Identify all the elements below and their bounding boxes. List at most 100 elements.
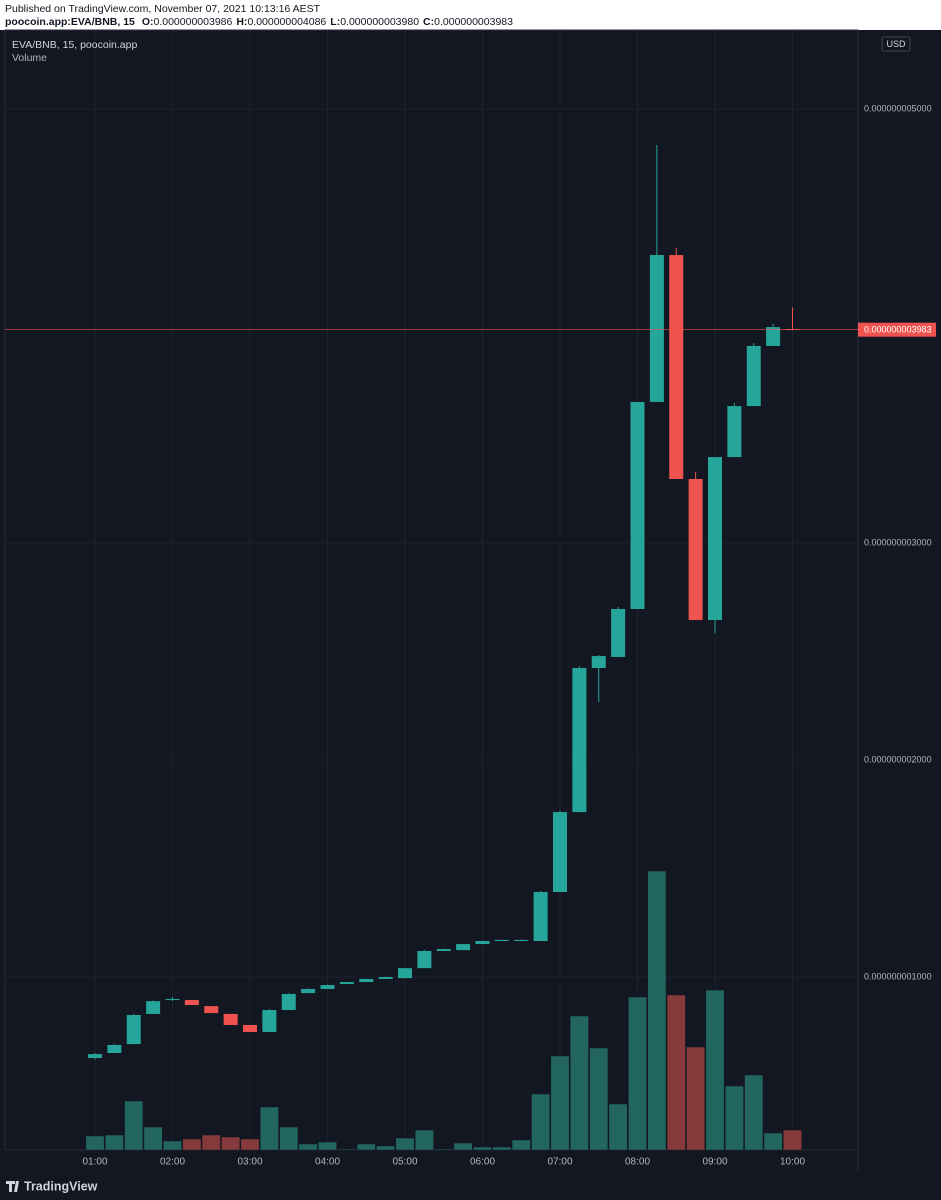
ohlc-key: H:	[236, 16, 247, 28]
x-tick-label: 10:00	[780, 1157, 805, 1168]
volume-bar	[473, 1146, 492, 1151]
x-tick-label: 08:00	[625, 1157, 650, 1168]
y-tick-label: 0.000000001000	[864, 971, 932, 981]
chart-title: EVA/BNB, 15, poocoin.app	[12, 39, 137, 51]
volume-bar	[143, 1126, 163, 1151]
candle-body	[533, 891, 548, 942]
candle-body	[417, 950, 432, 969]
volume-bar	[763, 1132, 783, 1151]
candle-body	[708, 457, 722, 621]
volume-bar	[705, 989, 725, 1151]
ohlc-key: C:	[423, 16, 434, 28]
last-price-label: 0.000000003983	[864, 325, 932, 335]
candle-body	[320, 985, 335, 989]
volume-bar	[589, 1047, 609, 1151]
candle-body	[494, 939, 509, 942]
candle-body	[630, 401, 645, 609]
candle-body	[378, 977, 393, 979]
candle-body	[649, 255, 664, 402]
volume-bar	[724, 1085, 744, 1151]
y-tick-label: 0.000000005000	[864, 103, 932, 113]
x-tick-label: 09:00	[702, 1157, 727, 1168]
volume-bar	[259, 1106, 279, 1151]
volume-bar	[511, 1139, 531, 1151]
currency-label[interactable]: USD	[886, 39, 906, 49]
volume-bar	[221, 1136, 241, 1151]
volume-bar	[104, 1134, 124, 1151]
volume-bar	[628, 996, 647, 1151]
brand: TradingView	[24, 1179, 98, 1193]
x-tick-label: 01:00	[82, 1157, 107, 1168]
candle-body	[88, 1054, 102, 1058]
candle-body	[359, 978, 374, 983]
volume-bar	[666, 994, 686, 1151]
last-price-box	[858, 322, 936, 337]
candle-body	[204, 1006, 219, 1014]
volume-bar	[240, 1138, 260, 1151]
volume-bar	[647, 870, 667, 1151]
candle-body	[688, 478, 703, 621]
ohlc-key: O:	[142, 16, 154, 28]
candle-body	[436, 949, 451, 951]
candles	[88, 145, 800, 1060]
x-tick-label: 03:00	[237, 1157, 262, 1168]
candle-body	[184, 1000, 199, 1006]
volume-pane	[85, 870, 802, 1151]
volume-bar	[85, 1135, 105, 1151]
volume-bar	[298, 1143, 318, 1151]
candle-body	[126, 1015, 141, 1045]
y-tick-label: 0.000000002000	[864, 754, 932, 764]
plot-area	[4, 29, 859, 1151]
x-tick-label: 06:00	[470, 1157, 495, 1168]
volume-bar	[201, 1134, 221, 1151]
volume-bar	[376, 1145, 396, 1151]
candle-body	[766, 327, 781, 346]
candle-body	[262, 1010, 277, 1032]
volume-bar	[395, 1137, 415, 1151]
volume-bar	[279, 1126, 299, 1151]
candle-body	[165, 998, 180, 1001]
candle-body	[223, 1013, 238, 1026]
candle-body	[572, 668, 587, 813]
x-tick-label: 04:00	[315, 1157, 340, 1168]
volume-bar	[744, 1074, 764, 1151]
candle-body	[553, 812, 567, 892]
candle-body	[669, 255, 684, 479]
symbol: poocoin.app:EVA/BNB, 15	[5, 16, 135, 28]
published-note: Published on TradingView.com, November 0…	[5, 3, 321, 15]
candle-body	[514, 939, 529, 942]
volume-bar	[182, 1138, 202, 1151]
y-tick-label: 0.000000003000	[864, 537, 932, 547]
x-tick-label: 02:00	[160, 1157, 185, 1168]
ohlc-value: 0.000000003983	[434, 16, 513, 28]
volume-bar	[608, 1103, 628, 1151]
candle-body	[339, 982, 354, 984]
candle-body	[746, 345, 761, 407]
volume-bar	[337, 1148, 357, 1151]
volume-bar	[434, 1148, 454, 1151]
volume-bar	[356, 1143, 376, 1151]
header-bar	[0, 0, 941, 30]
candle-body	[475, 941, 490, 945]
volume-bar	[492, 1146, 512, 1151]
ohlc-value: 0.000000003986	[154, 16, 233, 28]
logo-icon	[6, 1181, 19, 1192]
volume-bar	[686, 1046, 706, 1151]
symbol-ohlc: poocoin.app:EVA/BNB, 15 O:0.000000003986…	[5, 16, 513, 28]
currency-button[interactable]	[881, 36, 911, 52]
volume-title: Volume	[12, 52, 47, 64]
candle-body	[281, 993, 296, 1011]
volume-bar	[163, 1140, 182, 1151]
volume-bar	[318, 1141, 337, 1151]
volume-bar	[569, 1015, 589, 1151]
candle-body	[611, 608, 626, 657]
candle-body	[398, 968, 412, 979]
volume-bar	[453, 1142, 473, 1151]
volume-bar	[124, 1100, 144, 1151]
ohlc-value: 0.000000003980	[340, 16, 419, 28]
volume-bar	[531, 1093, 551, 1151]
volume-bar	[414, 1129, 434, 1151]
candle-body	[456, 944, 471, 951]
